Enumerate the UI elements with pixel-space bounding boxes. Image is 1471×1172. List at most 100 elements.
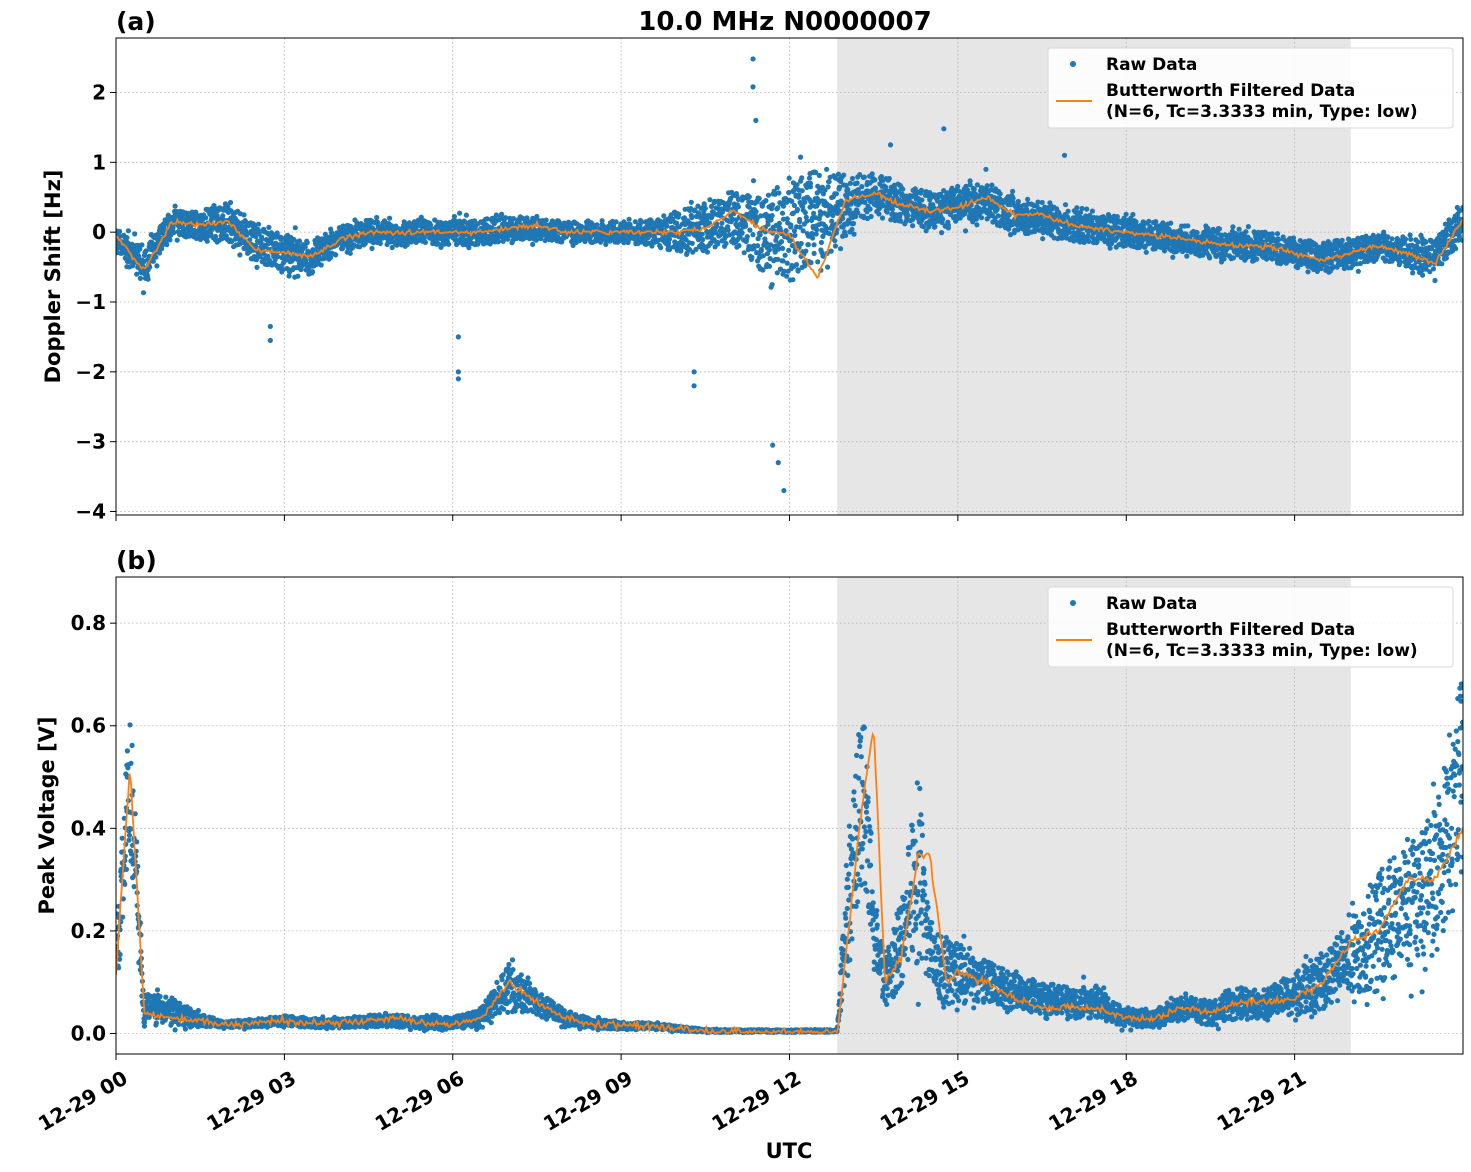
raw-data-point	[934, 198, 941, 204]
raw-data-point	[278, 263, 284, 269]
raw-data-point	[774, 234, 780, 240]
raw-data-point	[816, 222, 822, 228]
raw-data-point	[838, 178, 844, 184]
raw-data-point	[774, 270, 780, 276]
raw-data-point	[702, 205, 708, 212]
raw-data-point	[860, 174, 867, 181]
raw-data-point	[832, 191, 838, 197]
raw-data-point	[358, 221, 364, 227]
raw-data-point	[803, 182, 809, 188]
raw-data-point	[1000, 214, 1006, 220]
raw-data-point	[292, 225, 298, 231]
raw-data-point	[977, 192, 983, 198]
raw-data-point	[1075, 210, 1081, 216]
raw-data-point	[683, 220, 689, 227]
raw-data-point	[869, 197, 875, 203]
raw-data-point	[1236, 226, 1242, 232]
raw-data-point	[807, 180, 814, 186]
raw-data-point	[1142, 243, 1148, 249]
raw-data-point	[1057, 235, 1063, 241]
raw-data-point	[347, 250, 353, 256]
raw-data-point	[758, 213, 764, 219]
raw-data-point	[973, 216, 979, 222]
raw-data-point	[475, 241, 481, 247]
raw-data-point	[646, 232, 652, 238]
raw-data-point	[369, 245, 375, 251]
raw-data-point	[1276, 242, 1283, 248]
raw-data-point	[243, 243, 249, 249]
raw-data-point	[1114, 214, 1120, 220]
raw-data-point	[872, 186, 878, 192]
raw-data-point	[961, 195, 968, 201]
raw-data-point	[776, 190, 782, 196]
raw-data-point	[599, 218, 605, 224]
raw-data-point	[613, 219, 619, 225]
raw-data-point	[226, 207, 232, 213]
raw-data-point	[1410, 270, 1416, 276]
raw-data-point	[413, 225, 419, 231]
raw-data-point	[206, 209, 212, 215]
raw-data-point	[723, 240, 729, 247]
raw-data-point	[1021, 202, 1027, 208]
raw-data-point	[890, 211, 896, 217]
raw-data-point	[141, 252, 148, 258]
raw-data-point	[915, 215, 921, 221]
raw-data-point	[833, 230, 840, 236]
raw-data-point	[869, 171, 875, 177]
raw-data-point	[687, 247, 693, 253]
raw-data-point	[387, 215, 393, 221]
raw-data-point	[603, 241, 609, 247]
raw-data-point	[1010, 195, 1016, 201]
raw-data-point	[762, 236, 768, 242]
raw-data-point	[1311, 241, 1317, 247]
raw-data-point	[293, 265, 299, 271]
raw-data-point	[846, 217, 852, 223]
raw-data-point	[948, 209, 954, 216]
raw-data-point	[800, 228, 806, 234]
raw-data-point	[1295, 265, 1301, 271]
raw-data-point	[788, 222, 794, 228]
raw-data-point	[798, 240, 804, 247]
raw-data-point	[739, 230, 745, 236]
raw-data-point	[729, 216, 735, 223]
raw-data-point	[254, 264, 260, 270]
raw-data-point	[662, 239, 668, 245]
raw-data-point	[791, 202, 798, 209]
raw-data-point	[790, 277, 796, 283]
raw-data-point	[495, 238, 502, 245]
raw-data-point	[1102, 216, 1108, 222]
raw-data-point	[964, 187, 971, 193]
raw-data-point	[171, 229, 177, 236]
raw-data-point	[797, 216, 803, 223]
raw-data-point	[899, 191, 905, 197]
raw-data-point	[754, 250, 760, 256]
raw-data-point	[719, 220, 725, 226]
raw-data-point	[432, 233, 438, 239]
raw-data-point	[661, 213, 667, 219]
raw-data-point	[931, 224, 938, 230]
raw-data-point	[758, 246, 764, 253]
raw-data-point	[828, 248, 834, 254]
raw-data-point	[1109, 240, 1115, 247]
raw-data-point	[625, 239, 631, 246]
raw-data-point	[847, 180, 854, 186]
raw-data-point	[434, 240, 440, 246]
raw-data-point	[1182, 223, 1188, 229]
raw-data-point	[399, 226, 405, 232]
raw-data-point	[681, 215, 688, 221]
raw-data-point	[374, 214, 380, 221]
raw-data-point	[1156, 238, 1162, 244]
raw-data-point	[1314, 268, 1320, 274]
raw-data-point	[1280, 234, 1286, 240]
raw-data-point	[644, 224, 650, 230]
raw-data-point	[918, 187, 925, 193]
raw-data-point	[375, 219, 381, 225]
raw-data-point	[1264, 256, 1270, 262]
raw-data-point	[741, 250, 747, 256]
raw-data-point	[804, 194, 811, 200]
raw-data-point	[1094, 240, 1100, 246]
raw-data-point	[1339, 237, 1345, 243]
raw-data-point	[974, 204, 980, 210]
raw-data-point	[683, 237, 689, 243]
raw-data-point	[830, 207, 836, 213]
